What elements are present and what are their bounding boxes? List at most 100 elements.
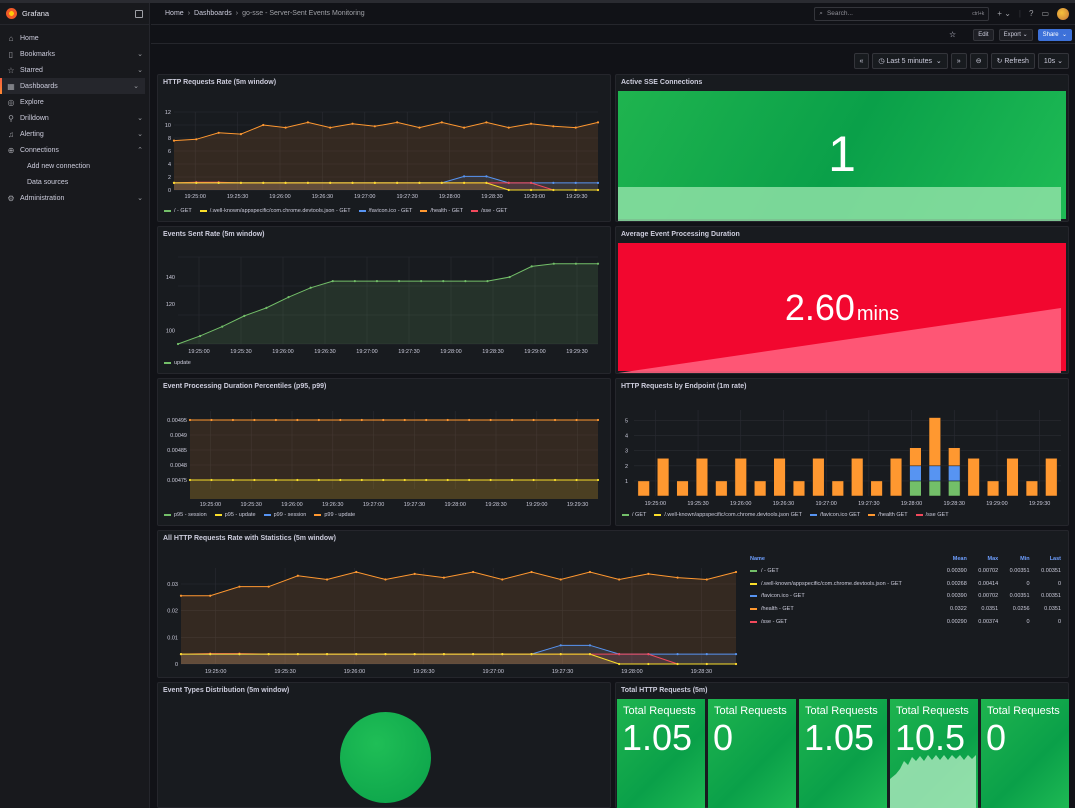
- legend-item[interactable]: p95 - session: [164, 512, 207, 518]
- stat-mean-text: 0.00390: [946, 593, 967, 600]
- time-back-button[interactable]: «: [853, 53, 870, 69]
- legend-item[interactable]: p99 - update: [314, 512, 355, 518]
- legend-item[interactable]: / - GET: [164, 208, 192, 214]
- export-button[interactable]: Export ⌄: [998, 28, 1033, 41]
- sidebar-item-connections[interactable]: ⊕ Connections ⌃: [0, 142, 149, 158]
- chevron-down-icon[interactable]: ⌄: [137, 67, 143, 74]
- sidebar-item-drilldown[interactable]: ⚲ Drilldown ⌄: [0, 110, 149, 126]
- panel-all-http-stats[interactable]: All HTTP Requests Rate with Statistics (…: [157, 530, 1069, 678]
- panel-active-sse[interactable]: Active SSE Connections 1: [615, 74, 1069, 222]
- legend-table: Name Mean Max Min Last / - GET 0.00390 0.0…: [747, 553, 1064, 628]
- stat-tile[interactable]: Total Requests 1.05: [799, 699, 887, 808]
- legend-swatch: [750, 620, 757, 623]
- bookmark-icon: ▯: [8, 49, 14, 59]
- chevron-down-icon[interactable]: ⌄: [137, 51, 143, 58]
- data-point: [529, 122, 533, 125]
- legend-item[interactable]: /favicon.ico GET: [809, 512, 860, 518]
- stat-tile[interactable]: Total Requests 0: [981, 699, 1069, 808]
- sidebar-subitem-data-sources[interactable]: Data sources: [27, 178, 69, 186]
- x-tick-label: 19:25:30: [227, 194, 248, 200]
- edit-button[interactable]: Edit: [973, 28, 994, 41]
- y-tick-label: 100: [166, 329, 175, 335]
- add-icon[interactable]: + ⌄: [997, 9, 1011, 18]
- legend-swatch: [915, 514, 923, 516]
- series-area: [181, 654, 736, 664]
- legend-item[interactable]: update: [164, 360, 191, 366]
- breadcrumb-home[interactable]: Home: [165, 10, 184, 17]
- news-icon[interactable]: ▭: [1041, 9, 1049, 18]
- panel-duration-percentiles[interactable]: Event Processing Duration Percentiles (p…: [157, 378, 611, 526]
- legend-item[interactable]: / GET: [622, 512, 646, 518]
- legend-item[interactable]: /health GET: [868, 512, 908, 518]
- table-row[interactable]: / - GET 0.00390 0.00702 0.00351 0.00351: [747, 565, 1064, 578]
- legend-item[interactable]: p99 - session: [263, 512, 306, 518]
- help-icon[interactable]: ?: [1028, 9, 1034, 18]
- time-picker[interactable]: ◷ Last 5 minutes ⌄: [872, 53, 948, 69]
- legend-item[interactable]: /.well-known/appspecific/com.chrome.devt…: [654, 512, 802, 518]
- table-row[interactable]: /sse - GET 0.00290 0.00374 0 0: [747, 615, 1064, 628]
- bar: [967, 458, 980, 497]
- sidebar-item-starred[interactable]: ☆ Starred ⌄: [0, 62, 149, 78]
- chevron-down-icon[interactable]: ⌄: [137, 131, 143, 138]
- table-row[interactable]: /.well-known/appspecific/com.chrome.devt…: [747, 578, 1064, 591]
- refresh-interval-select[interactable]: 10s ⌄: [1037, 53, 1069, 69]
- legend-label: p95 - update: [224, 512, 256, 518]
- x-tick-label: 19:25:00: [184, 194, 205, 200]
- col-min[interactable]: Min: [1020, 556, 1030, 562]
- stat-tile[interactable]: Total Requests 1.05: [617, 699, 705, 808]
- sidebar-item-home[interactable]: ⌂ Home: [0, 30, 149, 46]
- stat-tile[interactable]: Total Requests 10.5: [890, 699, 978, 808]
- data-point: [284, 126, 287, 129]
- legend-item[interactable]: p95 - update: [214, 512, 256, 518]
- pie-slice-update[interactable]: [340, 712, 431, 803]
- grafana-logo-icon[interactable]: [6, 8, 17, 19]
- col-max[interactable]: Max: [987, 556, 999, 562]
- time-forward-button[interactable]: »: [950, 53, 967, 69]
- data-point: [596, 181, 600, 184]
- legend-label: / - GET: [174, 208, 192, 214]
- sidebar-item-explore[interactable]: ◎ Explore: [0, 94, 149, 110]
- legend-item[interactable]: /health - GET: [420, 208, 463, 214]
- x-tick-label: 19:26:00: [730, 501, 751, 507]
- col-name[interactable]: Name: [750, 556, 765, 562]
- search-input[interactable]: ⌕ Search... ctrl+k: [814, 6, 990, 21]
- sidebar-item-bookmarks[interactable]: ▯ Bookmarks ⌄: [0, 46, 149, 62]
- table-row[interactable]: /favicon.ico - GET 0.00390 0.00702 0.00351 0…: [747, 590, 1064, 603]
- chevron-down-icon[interactable]: ⌄: [137, 115, 143, 122]
- avatar[interactable]: [1057, 7, 1069, 20]
- star-icon[interactable]: ☆: [949, 30, 957, 39]
- panel-requests-by-endpoint[interactable]: HTTP Requests by Endpoint (1m rate) 5 4 3 2…: [615, 378, 1069, 526]
- sidebar-item-administration[interactable]: ⚙ Administration ⌄: [0, 190, 149, 206]
- col-last[interactable]: Last: [1049, 556, 1061, 562]
- refresh-button[interactable]: ↻ Refresh: [990, 53, 1035, 69]
- data-point: [360, 418, 363, 422]
- sidebar-item-dashboards[interactable]: ▦ Dashboards ⌄: [0, 78, 145, 94]
- chart-legend: p95 - session p95 - update p99 - session p9…: [164, 512, 355, 518]
- y-tick-label: 4: [625, 434, 628, 440]
- breadcrumb-current: go-sse - Server-Sent Events Monitoring: [242, 10, 365, 17]
- chevron-up-icon[interactable]: ⌃: [137, 147, 143, 154]
- table-row[interactable]: /health - GET 0.0322 0.0351 0.0256 0.0351: [747, 603, 1064, 616]
- legend-item[interactable]: /.well-known/appspecific/com.chrome.devt…: [199, 208, 351, 214]
- col-mean[interactable]: Mean: [952, 556, 967, 562]
- panel-events-sent-rate[interactable]: Events Sent Rate (5m window) 140 120 100 19…: [157, 226, 611, 374]
- stat-tile[interactable]: Total Requests 0: [708, 699, 796, 808]
- breadcrumb-dashboards[interactable]: Dashboards: [194, 10, 232, 17]
- dock-menu-icon[interactable]: [135, 9, 143, 18]
- panel-http-requests-rate[interactable]: HTTP Requests Rate (5m window) 12 10 8 6 4 2 0…: [157, 74, 611, 222]
- chevron-down-icon[interactable]: ⌄: [133, 83, 139, 90]
- legend-item[interactable]: /sse GET: [915, 512, 949, 518]
- chevron-down-icon[interactable]: ⌄: [137, 195, 143, 202]
- zoom-out-button[interactable]: ⊖: [969, 53, 988, 69]
- breadcrumb-separator-icon: ›: [187, 10, 191, 17]
- data-point: [296, 653, 299, 656]
- data-point: [501, 578, 504, 581]
- legend-item[interactable]: /favicon.ico - GET: [358, 208, 412, 214]
- share-button[interactable]: Share ⌄: [1037, 28, 1072, 41]
- legend-item[interactable]: /sse - GET: [471, 208, 507, 214]
- data-point: [339, 478, 342, 482]
- sidebar-item-alerting[interactable]: ♫ Alerting ⌄: [0, 126, 149, 142]
- sidebar-subitem-add-connection[interactable]: Add new connection: [27, 162, 91, 170]
- panel-avg-duration[interactable]: Average Event Processing Duration 2.60 m…: [615, 226, 1069, 374]
- panel-event-types[interactable]: Event Types Distribution (5m window): [157, 682, 611, 808]
